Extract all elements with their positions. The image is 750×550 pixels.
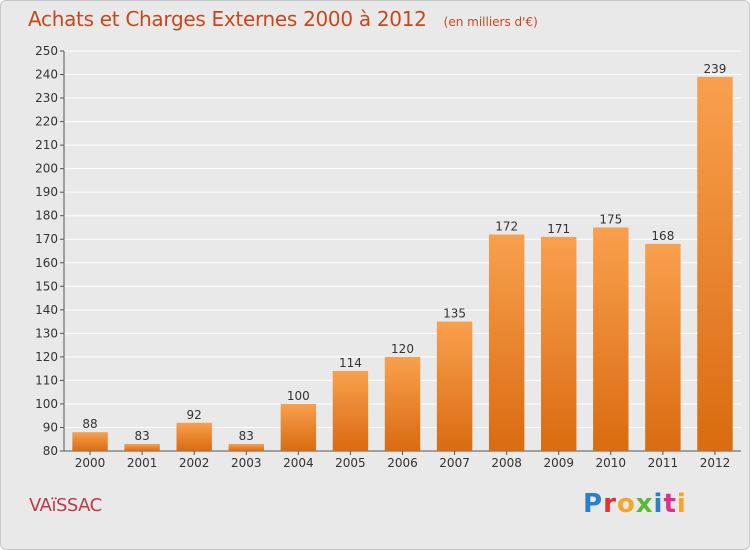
y-tick-label: 170	[35, 232, 58, 246]
bar-value-label: 175	[599, 212, 622, 226]
bar-value-label: 239	[704, 62, 727, 76]
bar	[72, 432, 108, 451]
y-tick-label: 230	[35, 91, 58, 105]
bar	[124, 443, 160, 451]
brand-letter: x	[635, 489, 654, 519]
proxiti-logo[interactable]: Proxiti	[583, 489, 687, 519]
y-tick-label: 240	[35, 68, 58, 82]
y-tick-label: 110	[35, 373, 58, 387]
bar	[384, 356, 421, 451]
bar	[593, 227, 629, 451]
place-name: VAïSSAC	[29, 495, 102, 516]
y-tick-label: 140	[35, 303, 58, 317]
x-tick-label: 2001	[127, 456, 158, 470]
x-tick-label: 2009	[543, 456, 574, 470]
y-tick-label: 200	[35, 162, 58, 176]
bar-value-label: 100	[287, 389, 310, 403]
brand-letter: i	[676, 489, 687, 519]
bar	[541, 236, 577, 451]
brand-letter: r	[603, 489, 617, 519]
brand-letter: P	[583, 489, 604, 519]
brand-letter: o	[616, 489, 636, 519]
brand-letter: t	[663, 489, 677, 519]
x-tick-label: 2011	[648, 456, 679, 470]
x-tick-label: 2012	[700, 456, 731, 470]
x-tick-label: 2003	[231, 456, 262, 470]
bar-value-label: 92	[187, 408, 202, 422]
bar-value-label: 171	[547, 222, 570, 236]
y-tick-label: 100	[35, 397, 58, 411]
bar	[280, 403, 317, 451]
bar-value-label: 83	[134, 429, 149, 443]
bar	[697, 76, 733, 451]
bar-value-label: 114	[339, 356, 362, 370]
bar	[228, 443, 264, 451]
brand-letter: i	[653, 489, 664, 519]
x-tick-label: 2007	[439, 456, 470, 470]
label-layer: 88 83 92 83 100 114 120 135 172 171 175 168 239	[82, 62, 726, 443]
x-tick-label: 2002	[179, 456, 210, 470]
y-tick-label: 90	[43, 420, 58, 434]
bar-value-label: 135	[443, 307, 466, 321]
chart-subtitle: (en milliers d'€)	[443, 15, 538, 29]
x-tick-label: 2000	[75, 456, 106, 470]
bar	[436, 321, 473, 451]
y-tick-label: 120	[35, 350, 58, 364]
bar-value-label: 88	[82, 417, 97, 431]
bar-value-label: 83	[239, 429, 254, 443]
y-tick-label: 130	[35, 326, 58, 340]
bar	[488, 234, 525, 451]
y-tick-label: 220	[35, 115, 58, 129]
bar-layer	[72, 76, 733, 451]
y-tick-label: 180	[35, 209, 58, 223]
bar	[645, 243, 681, 451]
x-tick-label: 2006	[387, 456, 418, 470]
x-tick-label: 2008	[491, 456, 522, 470]
bar-value-label: 168	[651, 229, 674, 243]
bar-value-label: 120	[391, 342, 414, 356]
bar	[332, 371, 369, 451]
y-tick-label: 190	[35, 185, 58, 199]
bar	[176, 422, 212, 451]
y-tick-label: 250	[35, 44, 58, 58]
chart-title: Achats et Charges Externes 2000 à 2012	[28, 7, 427, 31]
y-tick-label: 80	[43, 444, 58, 458]
y-tick-label: 150	[35, 279, 58, 293]
x-tick-label: 2005	[335, 456, 366, 470]
bar-value-label: 172	[495, 220, 518, 234]
y-tick-label: 160	[35, 256, 58, 270]
x-tick-label: 2004	[283, 456, 314, 470]
title-row: Achats et Charges Externes 2000 à 2012 (…	[28, 7, 538, 31]
y-tick-label: 210	[35, 138, 58, 152]
x-tick-label: 2010	[596, 456, 627, 470]
